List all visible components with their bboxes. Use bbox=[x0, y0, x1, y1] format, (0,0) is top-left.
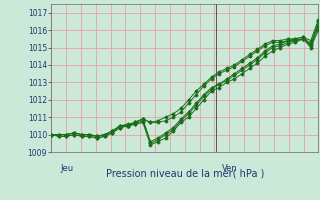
Text: Jeu: Jeu bbox=[60, 164, 74, 173]
X-axis label: Pression niveau de la mer( hPa ): Pression niveau de la mer( hPa ) bbox=[106, 169, 264, 179]
Text: Ven: Ven bbox=[222, 164, 237, 173]
